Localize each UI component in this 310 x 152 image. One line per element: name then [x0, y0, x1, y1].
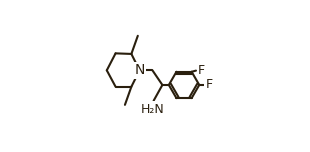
Text: F: F — [198, 64, 205, 77]
Text: H₂N: H₂N — [141, 102, 165, 116]
Text: N: N — [134, 63, 145, 77]
Text: F: F — [206, 78, 213, 92]
